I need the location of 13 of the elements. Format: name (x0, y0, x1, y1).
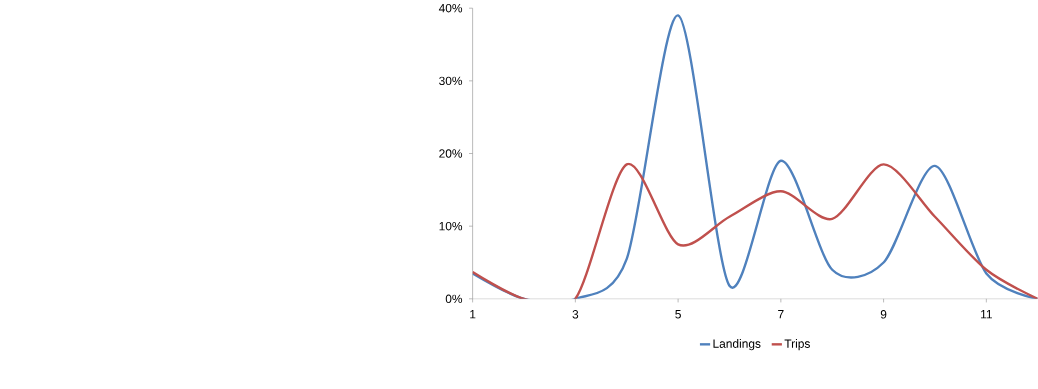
x-tick-label: 1 (470, 310, 476, 319)
x-tick-label: 7 (778, 310, 784, 319)
y-tick-label: 40% (438, 4, 463, 13)
y-tick-label: 30% (439, 76, 463, 86)
x-tick-label: 3 (572, 310, 579, 319)
x-tick-label: 11 (981, 310, 992, 319)
legend-label: Trips (784, 339, 810, 351)
x-tick-label: 9 (880, 310, 887, 319)
legend-label: Landings (713, 339, 761, 351)
y-tick-label: 10% (439, 221, 463, 231)
x-tick-label: 5 (675, 310, 681, 319)
y-tick-label: 0% (445, 294, 463, 304)
y-tick-label: 20% (439, 149, 463, 158)
